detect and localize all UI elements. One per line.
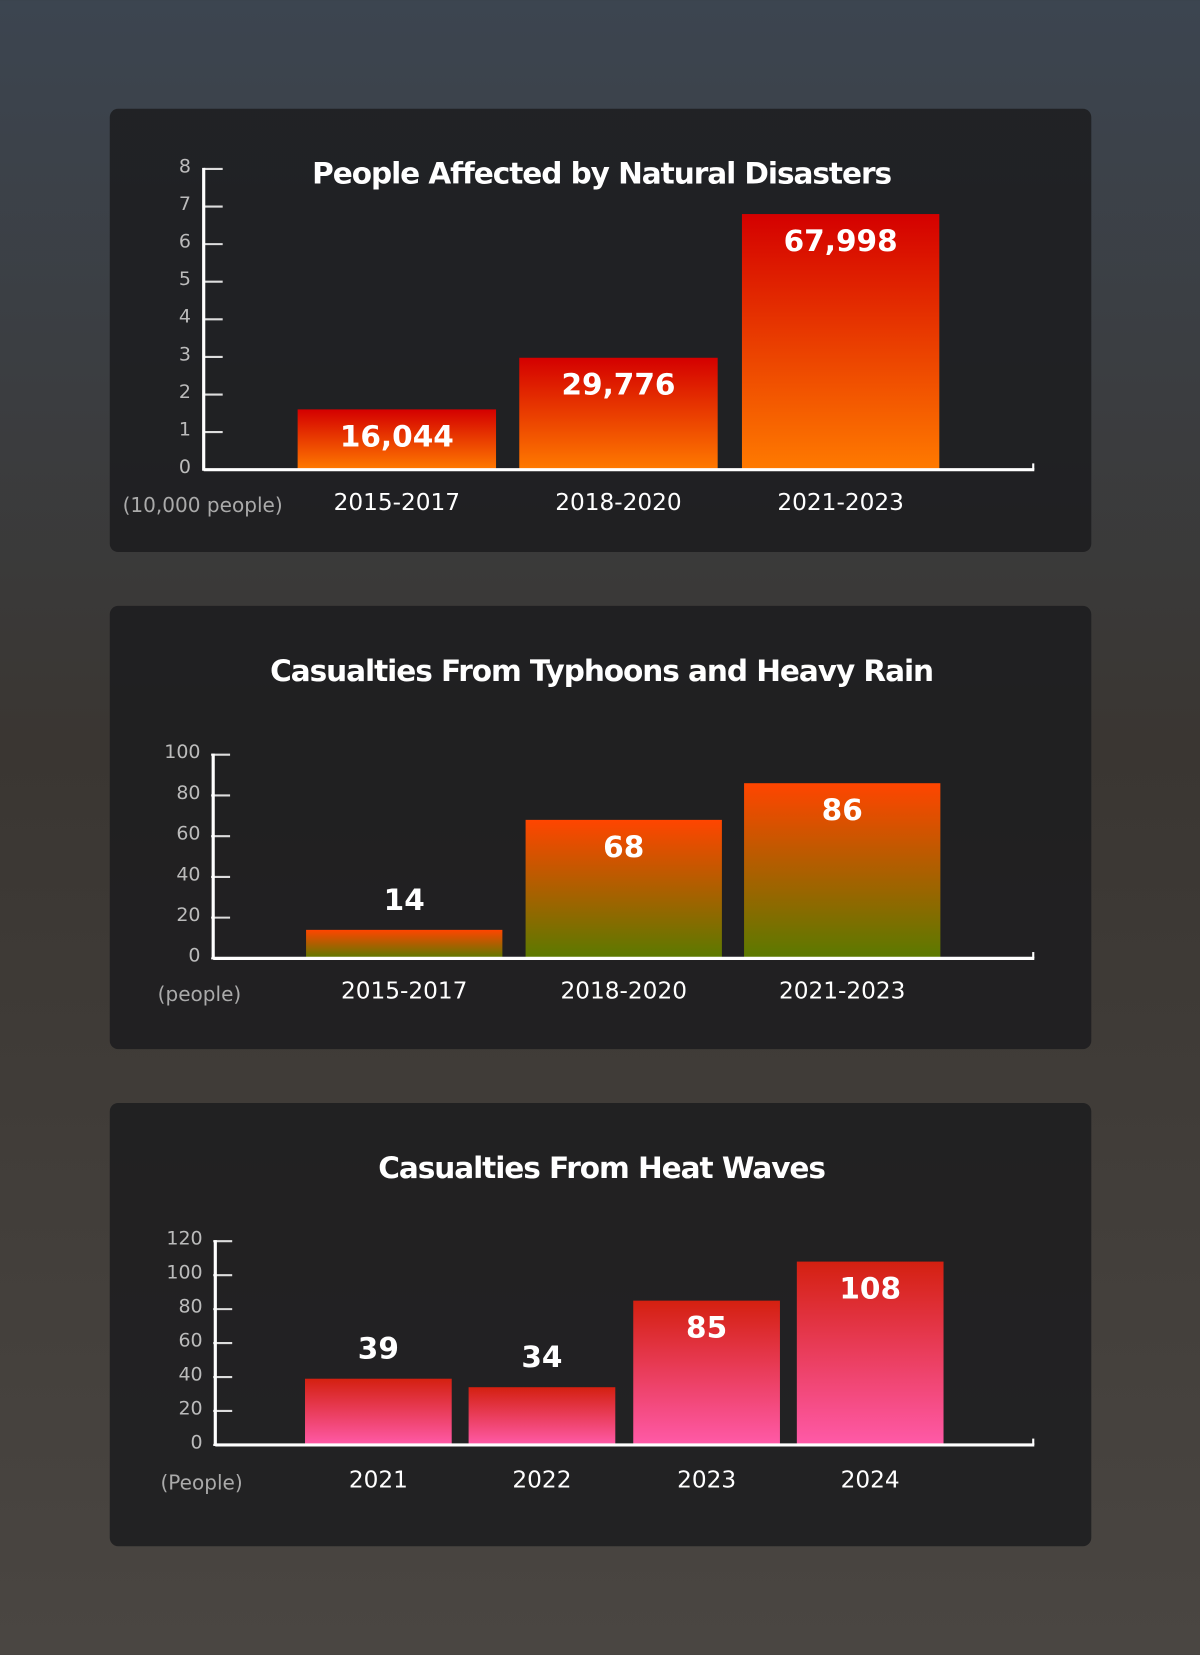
- y-tick-label: 0: [179, 456, 191, 478]
- y-axis-unit: (People): [160, 1470, 242, 1494]
- value-label: 29,776: [561, 368, 675, 402]
- value-label: 108: [839, 1272, 901, 1306]
- y-axis-unit: (people): [158, 982, 242, 1006]
- y-tick-label: 4: [179, 306, 191, 328]
- x-tick-label: 2021: [349, 1466, 408, 1493]
- y-tick-label: 80: [178, 1296, 202, 1318]
- x-tick-label: 2018-2020: [555, 489, 681, 516]
- value-label: 39: [358, 1332, 399, 1366]
- chart: Casualties From Heat Waves 0 20 40 60 80 100 12…: [109, 1102, 1092, 1547]
- y-tick-label: 20: [176, 904, 200, 926]
- bar: [633, 1300, 780, 1445]
- bar: [741, 214, 940, 470]
- value-label: 34: [521, 1340, 562, 1374]
- y-tick-label: 40: [178, 1363, 202, 1385]
- x-tick-label: 2022: [512, 1466, 571, 1493]
- y-tick-label: 3: [179, 343, 191, 365]
- bar: [744, 783, 941, 959]
- bar: [796, 1261, 944, 1445]
- bar: [297, 409, 497, 470]
- bar: [468, 1387, 616, 1445]
- y-tick-label: 5: [179, 268, 191, 290]
- y-tick-label: 0: [191, 1431, 203, 1453]
- value-label: 16,044: [340, 419, 454, 453]
- chart-title: Casualties From Typhoons and Heavy Rain: [270, 654, 933, 688]
- value-label: 86: [822, 793, 863, 827]
- x-tick-label: 2015-2017: [334, 489, 460, 516]
- x-tick-label: 2015-2017: [341, 978, 467, 1005]
- y-tick-label: 40: [176, 863, 200, 885]
- bar: [519, 357, 718, 470]
- y-axis-unit: (10,000 people): [123, 493, 283, 517]
- x-tick-label: 2018-2020: [561, 978, 687, 1005]
- bar: [306, 929, 503, 959]
- y-tick-label: 8: [179, 155, 191, 177]
- y-tick-label: 20: [178, 1397, 202, 1419]
- y-tick-label: 120: [166, 1228, 202, 1250]
- y-tick-label: 60: [176, 823, 200, 845]
- chart-title: Casualties From Heat Waves: [378, 1151, 825, 1185]
- y-tick-label: 6: [179, 231, 191, 253]
- y-tick-label: 2: [179, 381, 191, 403]
- y-tick-label: 80: [176, 782, 200, 804]
- x-tick-label: 2021-2023: [777, 489, 903, 516]
- y-tick-label: 7: [179, 193, 191, 215]
- y-tick-label: 1: [179, 419, 191, 441]
- value-label: 67,998: [784, 224, 898, 258]
- chart: People Affected by Natural Disasters 0 1 2 3…: [109, 108, 1092, 553]
- value-label: 14: [384, 883, 425, 917]
- chart: Casualties From Typhoons and Heavy Rain 0…: [109, 605, 1092, 1050]
- x-tick-label: 2024: [841, 1466, 900, 1493]
- x-tick-label: 2021-2023: [779, 978, 905, 1005]
- bar: [305, 1378, 452, 1445]
- bar: [525, 819, 722, 959]
- value-label: 85: [686, 1311, 727, 1345]
- y-tick-label: 100: [164, 741, 200, 763]
- chart-title: People Affected by Natural Disasters: [312, 157, 891, 191]
- y-tick-label: 100: [166, 1262, 202, 1284]
- y-tick-label: 0: [188, 945, 200, 967]
- y-tick-label: 60: [178, 1329, 202, 1351]
- x-tick-label: 2023: [677, 1466, 736, 1493]
- value-label: 68: [603, 830, 644, 864]
